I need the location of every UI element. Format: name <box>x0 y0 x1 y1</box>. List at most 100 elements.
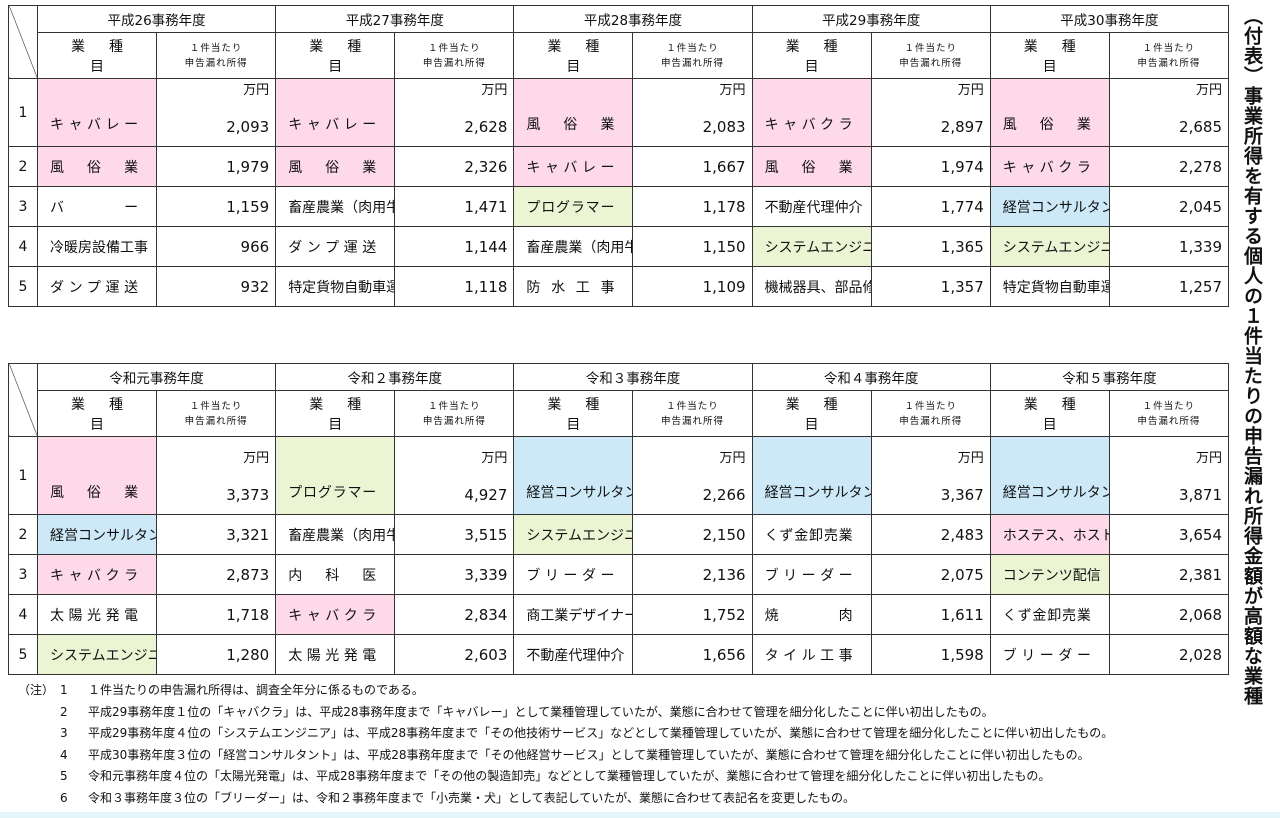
value-text: 1,471 <box>464 197 508 216</box>
unreported-income-value: 1,752 <box>632 594 753 635</box>
value-text: 2,045 <box>1179 197 1222 216</box>
year-header-row: 令和元事務年度 令和２事務年度 令和３事務年度 令和４事務年度 令和５事務年度 <box>8 363 1230 437</box>
table-row: 1風俗業万円3,373プログラマー万円4,927経営コンサルタント万円2,266… <box>8 436 1230 515</box>
value-text: 1,118 <box>464 277 508 296</box>
industry-name: ダンプ運送 <box>275 226 396 267</box>
unreported-income-value: 万円 4,927 <box>394 436 515 515</box>
unreported-income-value: 1,357 <box>870 266 991 307</box>
industry-header: 業種目 <box>751 32 872 79</box>
value-text: 1,150 <box>702 237 746 256</box>
industry-name: 焼肉 <box>751 594 872 635</box>
corner-cell <box>8 5 38 79</box>
value-text: 2,873 <box>226 565 270 584</box>
value-text: 3,515 <box>464 525 508 544</box>
industry-name: システムエンジニア <box>513 514 634 555</box>
fiscal-year-header: 令和４事務年度 <box>751 363 991 391</box>
note-number: 5 <box>60 769 68 783</box>
rank: 1 <box>8 78 38 147</box>
unreported-income-value: 3,321 <box>156 514 277 555</box>
note-item: 3 平成29事務年度４位の「システムエンジニア」は、平成28事務年度まで「その他技… <box>18 723 1113 745</box>
value-header: １件当たり 申告漏れ所得 <box>156 390 277 437</box>
unreported-income-value: 万円 2,093 <box>156 78 277 147</box>
industry-name: 特定貨物自動車運送 <box>275 266 396 307</box>
value-text: 2,083 <box>702 118 746 136</box>
industry-name: 風俗業 <box>989 78 1110 147</box>
unreported-income-value: 万円 2,628 <box>394 78 515 147</box>
unreported-income-value: 1,159 <box>156 186 277 227</box>
industry-name: 不動産代理仲介 <box>513 634 634 675</box>
value-header: １件当たり 申告漏れ所得 <box>1108 32 1230 79</box>
unreported-income-value: 3,654 <box>1108 514 1230 555</box>
unit-label: 万円 <box>481 83 508 98</box>
value-header-line1: １件当たり <box>428 42 481 54</box>
industry-name: 経営コンサルタント <box>751 436 872 515</box>
industry-name: 経営コンサルタント <box>989 186 1110 227</box>
unreported-income-value: 1,257 <box>1108 266 1230 307</box>
industry-name: 風俗業 <box>513 78 634 147</box>
fiscal-year-header: 令和５事務年度 <box>989 363 1230 391</box>
unreported-income-value: 1,611 <box>870 594 991 635</box>
value-text: 1,144 <box>464 237 508 256</box>
unreported-income-value: 1,774 <box>870 186 991 227</box>
note-text: 平成29事務年度１位の「キャバクラ」は、平成28事務年度まで「キャバレー」として… <box>88 704 994 719</box>
industry-name: 冷暖房設備工事 <box>36 226 158 267</box>
value-header: １件当たり 申告漏れ所得 <box>394 390 515 437</box>
industry-name: 内科医 <box>275 554 396 595</box>
value-header-line2: 申告漏れ所得 <box>1137 415 1201 427</box>
industry-name: コンテンツ配信 <box>989 554 1110 595</box>
unit-label: 万円 <box>481 451 508 466</box>
unreported-income-value: 万円 2,897 <box>870 78 991 147</box>
value-text: 1,178 <box>702 197 746 216</box>
unreported-income-value: 1,667 <box>632 146 753 187</box>
industry-name: 防水工事 <box>513 266 634 307</box>
industry-name: 風俗業 <box>275 146 396 187</box>
industry-header: 業種目 <box>275 32 396 79</box>
note-label <box>18 766 60 788</box>
industry-name: 風俗業 <box>751 146 872 187</box>
industry-name: ブリーダー <box>513 554 634 595</box>
unreported-income-value: 1,280 <box>156 634 277 675</box>
unreported-income-value: 1,598 <box>870 634 991 675</box>
value-header-line1: １件当たり <box>1142 42 1196 54</box>
table-row: 2 風俗業 1,979 風俗業 2,326 キャバレー 1,667 風俗業 1,974 キャバクラ… <box>8 146 1230 187</box>
value-header-line2: 申告漏れ所得 <box>422 415 486 427</box>
bottom-band <box>0 812 1280 818</box>
value-text: 2,028 <box>1179 645 1222 664</box>
industry-name: 風俗業 <box>36 436 158 515</box>
value-header-line1: １件当たり <box>1142 400 1196 412</box>
unreported-income-value: 1,974 <box>870 146 991 187</box>
industry-name: 畜産農業（肉用牛） <box>275 186 396 227</box>
industry-name: ブリーダー <box>989 634 1110 675</box>
value-text: 4,927 <box>464 486 508 504</box>
value-header-line2: 申告漏れ所得 <box>184 415 248 427</box>
rank: 4 <box>8 594 38 635</box>
industry-name: 商工業デザイナー <box>513 594 634 635</box>
unreported-income-value: 2,483 <box>870 514 991 555</box>
fiscal-year-header: 平成27事務年度 <box>275 5 515 33</box>
ranking-table-heisei: 平成26事務年度 平成27事務年度 平成28事務年度 平成29事務年度 平成30事務年度… <box>8 5 1230 307</box>
industry-name: 特定貨物自動車運送 <box>989 266 1110 307</box>
unreported-income-value: 1,979 <box>156 146 277 187</box>
unreported-income-value: 2,045 <box>1108 186 1230 227</box>
table-row: 4 太陽光発電 1,718 キャバクラ 2,834 商工業デザイナー 1,752 焼肉 1,61… <box>8 594 1230 635</box>
value-header-line2: 申告漏れ所得 <box>899 57 963 69</box>
unreported-income-value: 2,028 <box>1108 634 1230 675</box>
unreported-income-value: 万円 2,685 <box>1108 78 1230 147</box>
industry-name: キャバクラ <box>275 594 396 635</box>
industry-name: 太陽光発電 <box>36 594 158 635</box>
industry-header: 業種目 <box>751 390 872 437</box>
fiscal-year-header: 令和元事務年度 <box>36 363 277 391</box>
value-text: 1,979 <box>226 157 270 176</box>
value-text: 2,897 <box>940 118 984 136</box>
unreported-income-value: 1,339 <box>1108 226 1230 267</box>
note-text: 令和３事務年度３位の「ブリーダー」は、令和２事務年度まで「小売業・犬」として表記… <box>88 790 856 805</box>
unreported-income-value: 万円 3,871 <box>1108 436 1230 515</box>
unit-label: 万円 <box>243 83 270 98</box>
note-number: 6 <box>60 790 68 805</box>
note-label <box>18 745 60 767</box>
rank: 3 <box>8 186 38 227</box>
table-row: 3バー 1,159 畜産農業（肉用牛） 1,471 プログラマー 1,178 不動産代理仲介… <box>8 186 1230 227</box>
unreported-income-value: 1,144 <box>394 226 515 267</box>
unit-label: 万円 <box>1195 451 1222 466</box>
value-header: １件当たり 申告漏れ所得 <box>632 390 753 437</box>
